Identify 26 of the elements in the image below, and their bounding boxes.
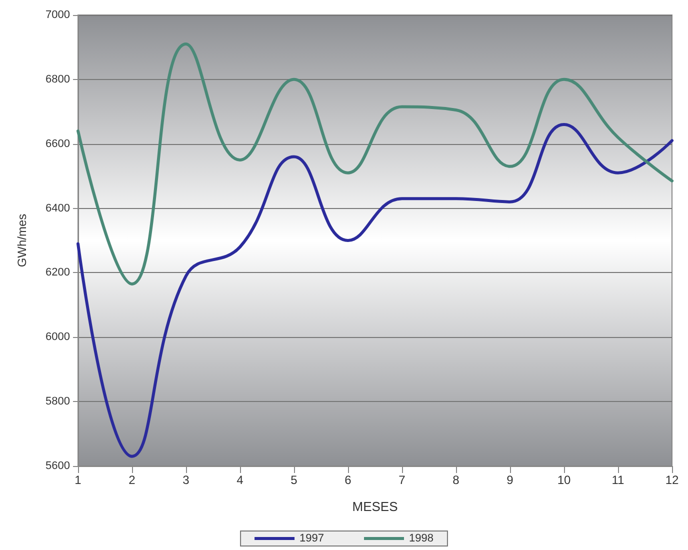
y-tick-label: 6600 (46, 138, 70, 150)
x-tick-label: 7 (398, 473, 406, 487)
y-tick-label: 6000 (46, 331, 70, 344)
x-tick-label: 12 (665, 473, 679, 487)
x-tick-label: 10 (557, 473, 571, 487)
x-tick-label: 6 (344, 473, 352, 487)
x-tick-label: 4 (236, 473, 244, 487)
y-tick-label: 6400 (46, 202, 70, 214)
y-tick-label: 6200 (46, 266, 70, 279)
y-tick-label: 5800 (46, 396, 70, 408)
line-series (76, 123, 674, 458)
x-tick-label: 1 (74, 473, 82, 487)
y-tick-label: 6800 (46, 73, 70, 86)
x-axis-title: MESES (352, 499, 398, 514)
x-tick-label: 9 (506, 473, 514, 487)
y-tick-label: 7000 (46, 9, 70, 21)
legend-label: 1997 (300, 532, 324, 544)
x-tick-label: 2 (128, 473, 136, 487)
line-series (76, 42, 674, 286)
x-tick-label: 8 (452, 473, 460, 487)
x-tick-label: 3 (182, 473, 190, 487)
y-axis-title: GWh/mes (15, 214, 29, 268)
legend-label: 1998 (409, 532, 434, 544)
x-tick-label: 11 (612, 473, 625, 487)
x-tick-label: 5 (290, 473, 298, 487)
y-tick-label: 5600 (46, 460, 70, 472)
